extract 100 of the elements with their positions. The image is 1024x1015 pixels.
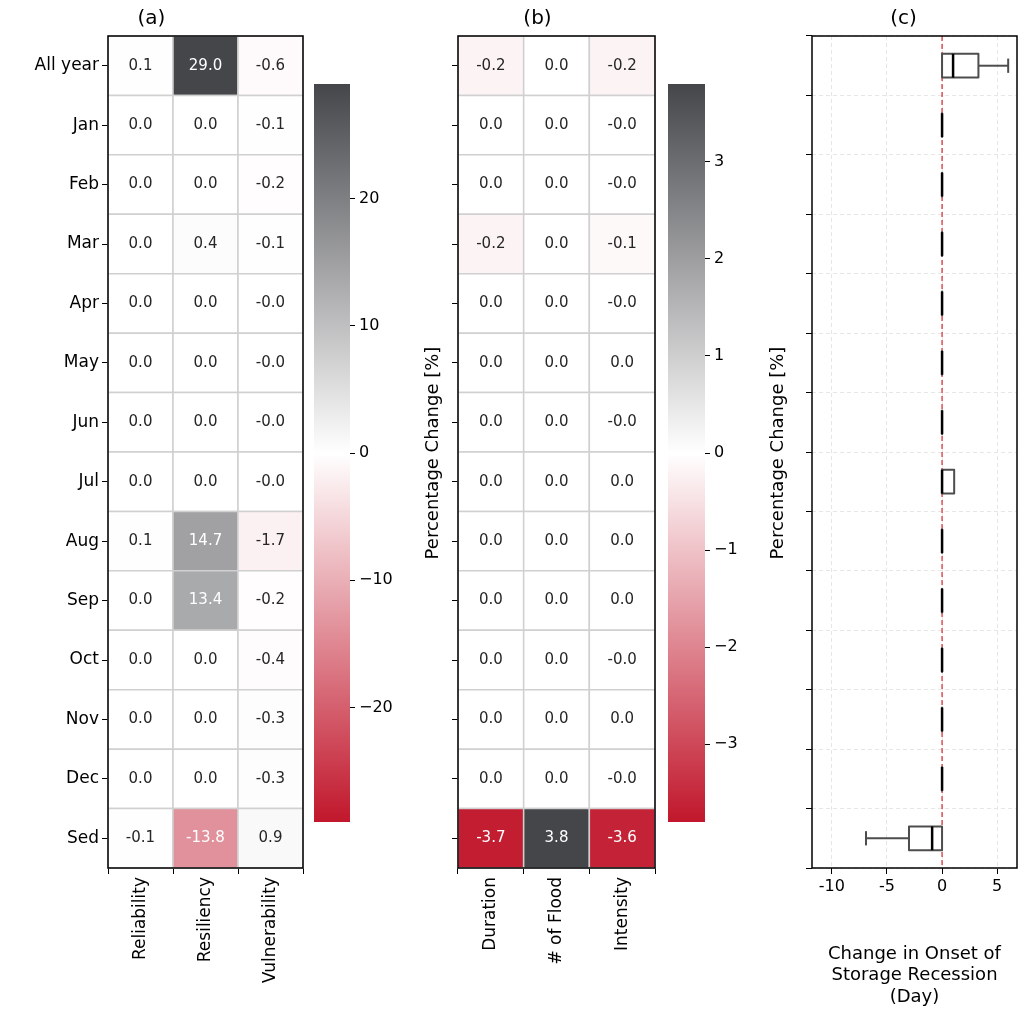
data-label: 0.0 bbox=[544, 174, 569, 193]
data-label: 0.0 bbox=[544, 412, 569, 431]
y-tick-label: Nov bbox=[65, 707, 99, 728]
data-label: -0.2 bbox=[607, 55, 637, 74]
data-label: -0.0 bbox=[607, 768, 637, 787]
data-label: -3.7 bbox=[476, 828, 506, 847]
color-bar-label: 2 bbox=[714, 247, 725, 267]
y-tick-label: Apr bbox=[69, 291, 99, 312]
data-label: 0.0 bbox=[193, 471, 218, 490]
data-label: -0.2 bbox=[476, 55, 506, 74]
data-label: -0.0 bbox=[255, 471, 286, 490]
data-label: -0.0 bbox=[607, 649, 637, 668]
data-label: 0.0 bbox=[128, 590, 153, 609]
data-label: -0.4 bbox=[255, 649, 286, 668]
data-label: 0.0 bbox=[128, 233, 153, 252]
data-label: -0.0 bbox=[607, 293, 637, 312]
data-label: -0.1 bbox=[255, 115, 286, 134]
data-label: 0.9 bbox=[258, 828, 283, 847]
data-label: 0.0 bbox=[544, 590, 569, 609]
chart-title: (a) bbox=[137, 5, 166, 30]
y-tick-label: Jul bbox=[77, 470, 99, 491]
data-label: 0.0 bbox=[610, 471, 635, 490]
color-bar-label: 20 bbox=[359, 187, 380, 207]
data-label: 0.0 bbox=[478, 293, 503, 312]
data-label: 14.7 bbox=[188, 531, 223, 550]
data-label: 0.0 bbox=[544, 352, 569, 371]
y-tick-label: Jun bbox=[71, 410, 99, 431]
data-label: 0.0 bbox=[193, 174, 218, 193]
data-label: 0.0 bbox=[128, 293, 153, 312]
data-label: 0.0 bbox=[610, 590, 635, 609]
color-bar-title: Percentage Change [%] bbox=[765, 346, 787, 560]
data-label: 0.0 bbox=[193, 352, 218, 371]
color-bar-title: Percentage Change [%] bbox=[420, 346, 442, 560]
data-label: 13.4 bbox=[188, 590, 223, 609]
chart-title: (b) bbox=[523, 5, 552, 30]
data-label: -0.2 bbox=[255, 590, 286, 609]
data-label: 0.1 bbox=[128, 531, 153, 550]
data-label: 0.0 bbox=[193, 293, 218, 312]
color-bar-label: 0 bbox=[714, 442, 725, 462]
data-label: -0.3 bbox=[255, 709, 286, 728]
y-tick-label: Mar bbox=[66, 232, 100, 253]
y-tick-label: Oct bbox=[69, 648, 100, 669]
data-label: 0.4 bbox=[193, 233, 218, 252]
data-label: -0.1 bbox=[607, 233, 637, 252]
color-bar-label: 10 bbox=[359, 314, 380, 334]
data-label: -0.0 bbox=[255, 352, 286, 371]
data-label: 0.0 bbox=[128, 352, 153, 371]
y-tick-label: Sed bbox=[66, 826, 99, 847]
data-label: -0.0 bbox=[607, 412, 637, 431]
data-label: 0.0 bbox=[193, 649, 218, 668]
data-label: -0.3 bbox=[255, 768, 286, 787]
color-bar-label: −3 bbox=[714, 733, 738, 753]
data-label: 0.0 bbox=[193, 768, 218, 787]
data-label: 0.0 bbox=[544, 531, 569, 550]
x-tick-label: # of Flood bbox=[544, 877, 565, 965]
data-label: -0.0 bbox=[255, 412, 286, 431]
data-label: 0.1 bbox=[128, 55, 153, 74]
data-label: 0.0 bbox=[544, 233, 569, 252]
data-label: 0.0 bbox=[544, 55, 569, 74]
x-tick-label: Resiliency bbox=[193, 877, 214, 963]
y-tick-label: Sep bbox=[66, 588, 99, 609]
data-label: 0.0 bbox=[478, 590, 503, 609]
data-label: 0.0 bbox=[610, 531, 635, 550]
x-tick-label: Duration bbox=[479, 877, 500, 951]
data-label: -0.0 bbox=[607, 115, 637, 134]
data-label: -0.1 bbox=[255, 233, 286, 252]
data-label: 0.0 bbox=[478, 768, 503, 787]
color-bar-label: 3 bbox=[714, 150, 725, 170]
y-tick-label: May bbox=[63, 351, 99, 372]
data-label: 3.8 bbox=[544, 828, 569, 847]
data-label: 0.0 bbox=[478, 471, 503, 490]
data-label: 0.0 bbox=[544, 293, 569, 312]
data-label: 0.0 bbox=[128, 471, 153, 490]
data-label: 0.0 bbox=[478, 709, 503, 728]
data-label: -13.8 bbox=[186, 828, 225, 847]
data-label: -0.0 bbox=[607, 174, 637, 193]
data-label: 0.0 bbox=[128, 649, 153, 668]
color-bar-label: −2 bbox=[714, 636, 738, 656]
data-label: 0.0 bbox=[128, 115, 153, 134]
data-label: 0.0 bbox=[544, 649, 569, 668]
data-label: 0.0 bbox=[544, 768, 569, 787]
data-label: 0.0 bbox=[128, 174, 153, 193]
color-bar-label: 0 bbox=[359, 442, 370, 462]
y-tick-label: Aug bbox=[65, 529, 99, 550]
data-label: 0.0 bbox=[478, 174, 503, 193]
y-tick-label: All year bbox=[34, 54, 100, 75]
data-label: 0.0 bbox=[610, 709, 635, 728]
x-axis-title: Change in Onset of Storage Recession (Day) bbox=[828, 941, 1002, 1006]
chart-title: (c) bbox=[890, 5, 917, 30]
data-label: 0.0 bbox=[193, 709, 218, 728]
x-tick-label: -10 bbox=[818, 875, 845, 895]
data-label: 0.0 bbox=[478, 352, 503, 371]
data-label: 0.0 bbox=[128, 412, 153, 431]
color-bar-label: −10 bbox=[359, 569, 393, 589]
data-label: 0.0 bbox=[544, 709, 569, 728]
x-tick-label: Intensity bbox=[610, 877, 631, 951]
x-tick-label: 0 bbox=[936, 875, 948, 895]
color-bar-label: −20 bbox=[359, 696, 393, 716]
data-label: -0.0 bbox=[255, 293, 286, 312]
data-label: 0.0 bbox=[193, 412, 218, 431]
